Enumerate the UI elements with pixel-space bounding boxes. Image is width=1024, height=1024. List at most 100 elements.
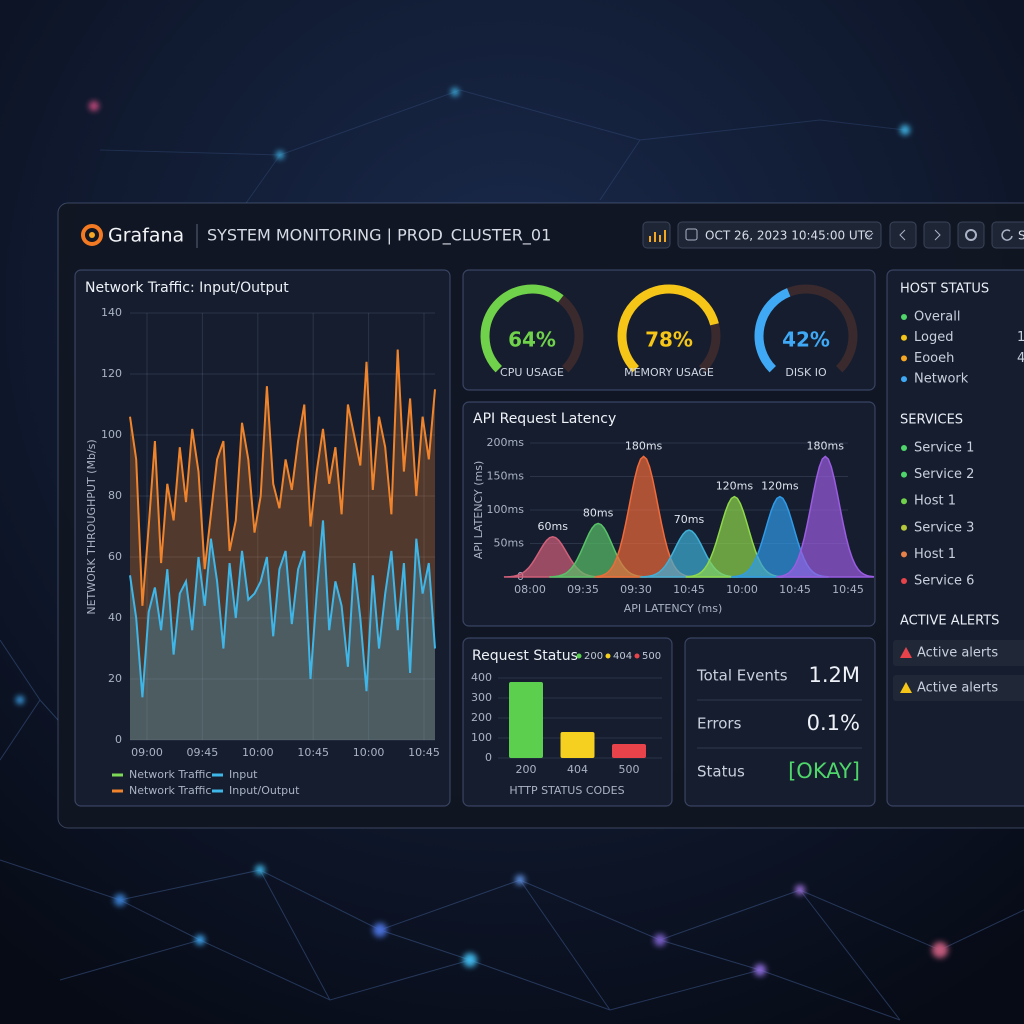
x-tick-label: 10:45 (832, 583, 864, 596)
x-tick-label: 500 (619, 763, 640, 776)
x-tick-label: 10:45 (779, 583, 811, 596)
legend-label: Input (229, 768, 258, 781)
x-tick-label: 404 (567, 763, 588, 776)
peak-label: 80ms (583, 506, 614, 519)
y-tick-label: 300 (471, 691, 492, 704)
refresh-label: S (1018, 229, 1024, 243)
time-back-button[interactable] (889, 221, 917, 249)
logo-icon (81, 224, 103, 246)
status-dot (901, 498, 907, 505)
settings-button[interactable] (957, 221, 985, 249)
status-dot (901, 334, 907, 341)
status-label: Overall (914, 310, 960, 325)
y-axis-label: API LATENCY (ms) (472, 461, 485, 560)
x-axis-label: HTTP STATUS CODES (509, 784, 624, 797)
legend-dot (576, 653, 582, 659)
x-tick-label: 09:00 (131, 746, 163, 759)
time-range: OCT 26, 2023 10:45:00 UTC (705, 229, 873, 243)
status-label: Service 3 (914, 520, 974, 535)
y-tick-label: 140 (101, 306, 122, 319)
status-label: Service 6 (914, 574, 974, 589)
section-title: SERVICES (900, 413, 963, 428)
logo-dot (89, 232, 95, 238)
gauge-value: 78% (645, 328, 693, 352)
latency-peak (776, 455, 875, 578)
legend-dot (605, 653, 611, 659)
legend-label: Network Traffic (129, 768, 211, 781)
request-status-panel (462, 637, 673, 807)
status-dot (901, 578, 907, 584)
x-tick-label: 200 (516, 763, 537, 776)
gauge-value: 64% (508, 328, 556, 352)
stat-value: 0.1% (807, 711, 860, 735)
gauge-label: CPU USAGE (500, 366, 564, 379)
legend-dot (634, 653, 640, 659)
logo-text: Grafana (108, 225, 184, 247)
time-dropdown-icon (864, 232, 874, 238)
peak-label: 120ms (716, 480, 754, 493)
status-dot (901, 551, 907, 558)
alert-row[interactable] (893, 640, 1024, 666)
peak-label: 60ms (537, 520, 568, 533)
x-axis-label: API LATENCY (ms) (624, 602, 723, 615)
series-line (129, 520, 436, 698)
alert-label: Active alerts (917, 681, 998, 696)
y-tick-label: 50ms (494, 537, 525, 550)
y-tick-label: 60 (108, 550, 122, 563)
status-dot (901, 471, 907, 478)
y-tick-label: 200ms (487, 436, 525, 449)
y-axis-label: NETWORK THROUGHPUT (Mb/s) (85, 439, 98, 614)
refresh-icon (1001, 229, 1013, 241)
status-dot (901, 445, 907, 451)
status-dot (901, 314, 907, 320)
chevron-right (934, 229, 941, 241)
x-tick-label: 10:45 (408, 746, 440, 759)
legend-label: Network Traffic (129, 784, 211, 797)
network-nodes (16, 88, 948, 976)
stat-label: Total Events (696, 667, 788, 685)
peak-label: 180ms (625, 439, 663, 452)
x-tick-label: 10:45 (297, 746, 329, 759)
gauge-value: 42% (782, 328, 830, 352)
peak-label: 70ms (674, 513, 705, 526)
x-tick-label: 10:00 (353, 746, 385, 759)
refresh-button[interactable] (991, 221, 1024, 249)
content: Network Traffic: Input/Output02040608010… (85, 280, 1024, 797)
bar (509, 682, 543, 758)
status-dot (901, 524, 907, 531)
series-line (129, 349, 436, 606)
time-forward-button[interactable] (923, 221, 951, 249)
status-label: Host 1 (914, 547, 956, 562)
settings-icon (965, 229, 977, 241)
status-label: Network (914, 372, 969, 387)
sidebar-panel (886, 269, 1024, 807)
status-label: Eooeh (914, 351, 954, 366)
alert-row[interactable] (893, 675, 1024, 701)
gauge-arc (617, 284, 719, 373)
series-area (130, 349, 435, 740)
status-label: Service 1 (914, 441, 974, 456)
x-tick-label: 09:35 (567, 583, 599, 596)
y-tick-label: 100 (471, 731, 492, 744)
stat-value: [OKAY] (788, 759, 860, 783)
section-title: HOST STATUS (900, 282, 989, 297)
y-tick-label: 150ms (487, 470, 525, 483)
y-tick-label: 200 (471, 711, 492, 724)
bar (612, 744, 646, 758)
panel-title: Request Status (472, 648, 578, 664)
alert-label: Active alerts (917, 646, 998, 661)
network-panel (74, 269, 451, 807)
status-dot (901, 355, 907, 362)
time-picker[interactable] (677, 221, 882, 249)
y-tick-label: 400 (471, 671, 492, 684)
panel-title: API Request Latency (473, 411, 616, 427)
y-tick-label: 0 (115, 733, 122, 746)
legend-label: 200 (584, 651, 603, 662)
x-tick-label: 10:45 (673, 583, 705, 596)
status-count: 1 (1017, 330, 1024, 345)
y-tick-label: 40 (108, 611, 122, 624)
x-tick-label: 10:00 (726, 583, 758, 596)
gauge-arc (480, 284, 564, 373)
status-dot (901, 376, 907, 383)
